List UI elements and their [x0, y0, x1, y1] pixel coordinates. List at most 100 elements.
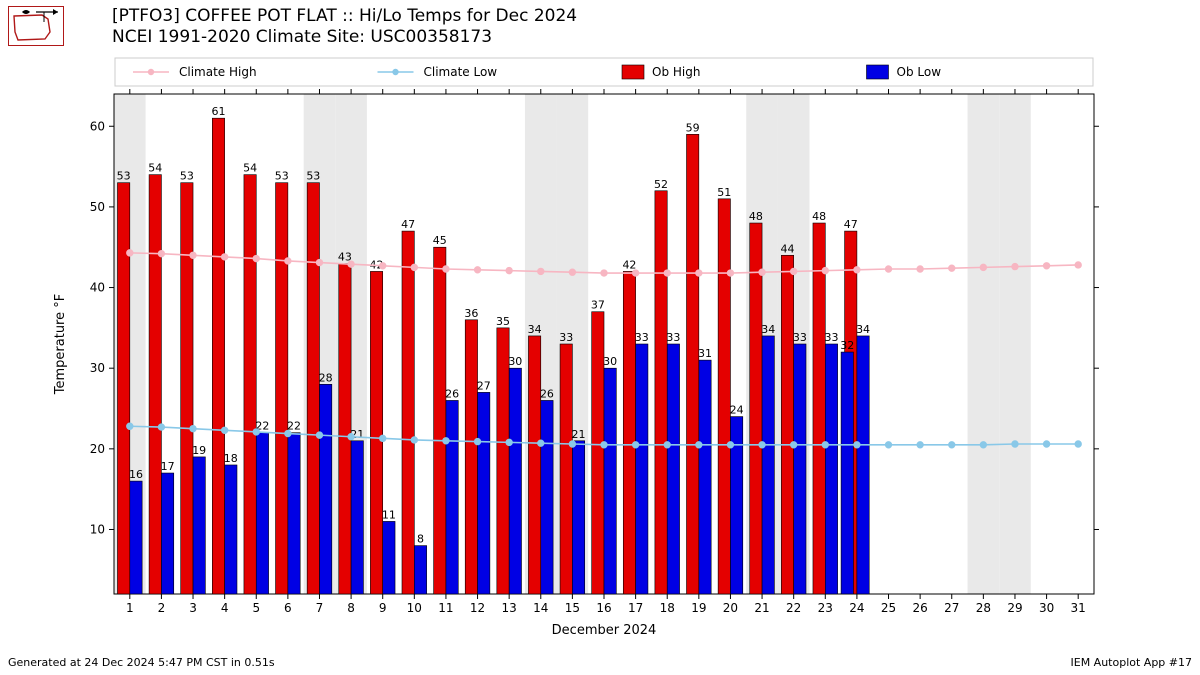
xtick-label: 29 — [1007, 601, 1022, 615]
ob-high-bar — [560, 344, 572, 594]
ob-low-bar — [762, 336, 774, 594]
xtick-label: 30 — [1039, 601, 1054, 615]
xtick-label: 26 — [912, 601, 927, 615]
climate-high-marker — [1043, 263, 1049, 269]
ob-high-bar — [592, 312, 604, 594]
ob-low-bar — [446, 400, 458, 594]
ob-high-bar — [497, 328, 509, 594]
ob-high-bar — [276, 183, 288, 594]
ob-low-bar — [699, 360, 711, 594]
ob-low-bar — [288, 433, 300, 594]
bar-value-label: 31 — [698, 347, 712, 360]
climate-low-marker — [411, 437, 417, 443]
bar-value-label: 11 — [382, 508, 396, 521]
footer-appid: IEM Autoplot App #17 — [1071, 656, 1193, 669]
bar-value-label: 53 — [117, 170, 131, 183]
ob-low-bar — [841, 352, 853, 594]
bar-value-label: 35 — [496, 315, 510, 328]
climate-low-marker — [1075, 441, 1081, 447]
climate-low-marker — [506, 439, 512, 445]
climate-high-marker — [664, 270, 670, 276]
bar-value-label: 33 — [635, 331, 649, 344]
climate-low-marker — [949, 442, 955, 448]
ob-low-bar — [414, 546, 426, 594]
climate-low-marker — [980, 442, 986, 448]
ob-high-bar — [402, 231, 414, 594]
bar-value-label: 61 — [211, 105, 225, 118]
bar-value-label: 33 — [559, 331, 573, 344]
bar-value-label: 34 — [856, 323, 870, 336]
bar-value-label: 24 — [730, 404, 744, 417]
bar-value-label: 48 — [812, 210, 826, 223]
climate-high-marker — [443, 266, 449, 272]
bar-value-label: 42 — [622, 258, 636, 271]
climate-low-marker — [727, 442, 733, 448]
climate-high-marker — [885, 266, 891, 272]
ob-high-bar — [528, 336, 540, 594]
ob-high-bar — [655, 191, 667, 594]
climate-low-marker — [316, 432, 322, 438]
ob-low-bar — [256, 433, 268, 594]
climate-low-marker — [158, 424, 164, 430]
climate-high-marker — [727, 270, 733, 276]
bar-value-label: 47 — [844, 218, 858, 231]
xtick-label: 17 — [628, 601, 643, 615]
climate-high-marker — [190, 252, 196, 258]
climate-high-marker — [569, 269, 575, 275]
ob-low-bar — [857, 336, 869, 594]
xtick-label: 15 — [565, 601, 580, 615]
xtick-label: 3 — [189, 601, 197, 615]
xtick-label: 11 — [438, 601, 453, 615]
xtick-label: 20 — [723, 601, 738, 615]
bar-value-label: 16 — [129, 468, 143, 481]
legend-ob-low-swatch — [867, 65, 889, 79]
climate-low-marker — [822, 442, 828, 448]
climate-low-marker — [348, 434, 354, 440]
climate-high-marker — [1012, 263, 1018, 269]
climate-low-marker — [601, 442, 607, 448]
ytick-label: 40 — [90, 281, 105, 295]
ob-high-bar — [370, 271, 382, 594]
bar-value-label: 33 — [666, 331, 680, 344]
bar-value-label: 54 — [148, 162, 162, 175]
climate-high-marker — [854, 267, 860, 273]
bar-value-label: 53 — [180, 170, 194, 183]
bar-value-label: 8 — [417, 533, 424, 546]
ob-high-bar — [181, 183, 193, 594]
ob-low-bar — [667, 344, 679, 594]
climate-low-marker — [538, 440, 544, 446]
chart-title: [PTFO3] COFFEE POT FLAT :: Hi/Lo Temps f… — [112, 6, 577, 49]
xtick-label: 10 — [407, 601, 422, 615]
climate-low-marker — [569, 441, 575, 447]
ob-low-bar — [572, 441, 584, 594]
legend-climate-high-label: Climate High — [179, 65, 257, 79]
xtick-label: 13 — [502, 601, 517, 615]
climate-low-marker — [285, 430, 291, 436]
ob-low-bar — [478, 392, 490, 594]
climate-high-marker — [285, 258, 291, 264]
xtick-label: 27 — [944, 601, 959, 615]
climate-low-marker — [127, 423, 133, 429]
bar-value-label: 37 — [591, 299, 605, 312]
bar-value-label: 47 — [401, 218, 415, 231]
ob-low-bar — [193, 457, 205, 594]
title-line-1: [PTFO3] COFFEE POT FLAT :: Hi/Lo Temps f… — [112, 6, 577, 27]
climate-high-marker — [790, 268, 796, 274]
bar-value-label: 45 — [433, 234, 447, 247]
bar-value-label: 51 — [717, 186, 731, 199]
climate-low-marker — [664, 442, 670, 448]
ob-low-bar — [351, 441, 363, 594]
bar-value-label: 18 — [224, 452, 238, 465]
bar-value-label: 44 — [781, 242, 795, 255]
climate-high-marker — [632, 270, 638, 276]
ob-low-bar — [319, 384, 331, 594]
ob-high-bar — [623, 271, 635, 594]
bar-value-label: 27 — [477, 379, 491, 392]
ob-low-bar — [130, 481, 142, 594]
bar-value-label: 33 — [824, 331, 838, 344]
xtick-label: 21 — [754, 601, 769, 615]
ytick-label: 30 — [90, 361, 105, 375]
legend-ob-high-label: Ob High — [652, 65, 700, 79]
bar-value-label: 53 — [306, 170, 320, 183]
ytick-label: 50 — [90, 200, 105, 214]
